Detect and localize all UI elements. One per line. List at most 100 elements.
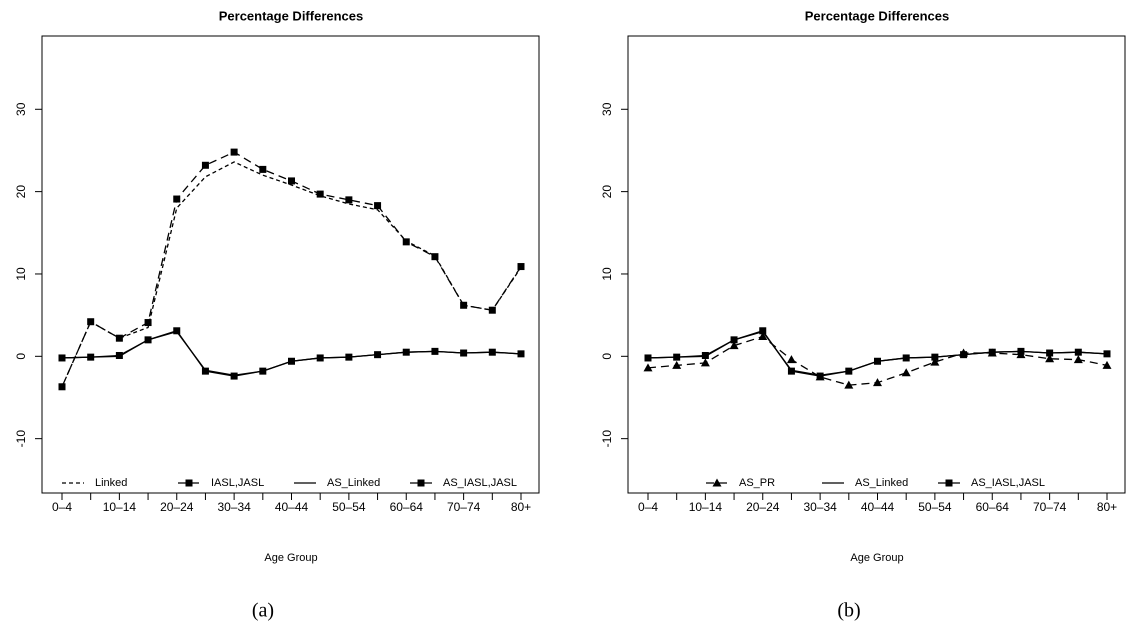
marker xyxy=(931,353,939,361)
marker xyxy=(259,367,267,375)
marker xyxy=(230,372,238,380)
marker xyxy=(1102,360,1112,369)
y-tick-label: 0 xyxy=(600,353,614,360)
chart-panel: Percentage Differences -10 0 10 20 30 0–4 10–14… xyxy=(600,8,1126,622)
marker xyxy=(87,318,95,326)
x-tick-label: 80+ xyxy=(511,500,531,514)
marker xyxy=(417,479,425,487)
x-tick-label: 30–34 xyxy=(217,500,251,514)
marker xyxy=(87,353,95,361)
marker xyxy=(816,372,824,380)
marker xyxy=(345,196,353,204)
legend-label: Linked xyxy=(95,477,127,489)
marker xyxy=(316,190,324,198)
legend-label: AS_IASL,JASL xyxy=(971,477,1045,489)
y-tick-label: -10 xyxy=(14,430,28,448)
marker xyxy=(759,327,767,335)
y-tick-label: 20 xyxy=(600,185,614,199)
marker xyxy=(345,353,353,361)
marker xyxy=(673,353,681,361)
chart-title: Percentage Differences xyxy=(219,8,364,23)
marker xyxy=(58,383,66,391)
marker xyxy=(402,348,410,356)
marker xyxy=(488,306,496,314)
caption: (a) xyxy=(252,600,274,622)
marker xyxy=(460,301,468,309)
marker xyxy=(988,348,996,356)
marker xyxy=(288,177,295,185)
chart-title: Percentage Differences xyxy=(805,8,950,23)
x-tick-label: 70–74 xyxy=(447,500,481,514)
caption: (b) xyxy=(837,600,860,622)
marker xyxy=(374,351,382,359)
marker xyxy=(58,354,66,362)
marker xyxy=(115,351,123,359)
x-tick-label: 40–44 xyxy=(861,500,895,514)
marker xyxy=(173,327,181,335)
marker xyxy=(144,336,152,344)
legend-label: AS_Linked xyxy=(855,477,908,489)
marker xyxy=(230,148,238,156)
marker xyxy=(643,363,653,372)
marker xyxy=(874,357,881,365)
marker xyxy=(488,348,496,356)
marker xyxy=(288,357,295,365)
marker xyxy=(460,349,468,357)
marker xyxy=(1045,354,1055,363)
marker xyxy=(316,354,324,362)
marker xyxy=(960,351,968,359)
marker xyxy=(787,367,795,375)
marker xyxy=(517,263,525,271)
marker xyxy=(786,355,796,364)
plot-frame xyxy=(41,35,540,494)
marker xyxy=(185,479,193,487)
marker xyxy=(201,161,209,169)
marker xyxy=(402,238,410,246)
marker xyxy=(930,357,940,366)
x-tick-label: 70–74 xyxy=(1033,500,1067,514)
legend-label: AS_IASL,JASL xyxy=(443,477,517,489)
marker xyxy=(945,479,953,487)
marker xyxy=(730,336,738,344)
x-tick-label: 10–14 xyxy=(689,500,723,514)
x-tick-label: 50–54 xyxy=(332,500,366,514)
marker xyxy=(901,368,911,377)
marker xyxy=(517,350,525,358)
plot-frame xyxy=(627,35,1126,494)
marker xyxy=(644,354,652,362)
marker xyxy=(259,165,267,173)
marker xyxy=(844,380,854,389)
y-tick-label: -10 xyxy=(600,430,614,448)
x-tick-label: 60–64 xyxy=(390,500,424,514)
marker xyxy=(672,360,682,369)
chart-panel: Percentage Differences -10 0 10 20 30 0–4 10–14… xyxy=(14,8,540,622)
x-tick-label: 30–34 xyxy=(803,500,837,514)
series-line xyxy=(647,330,1108,376)
legend-label: IASL,JASL xyxy=(211,477,264,489)
marker xyxy=(700,358,710,367)
y-tick-label: 30 xyxy=(14,102,28,116)
x-tick-label: 20–24 xyxy=(160,500,194,514)
marker xyxy=(712,478,722,487)
series-line xyxy=(647,330,1108,377)
series-line xyxy=(61,161,522,388)
y-tick-label: 0 xyxy=(14,353,28,360)
y-tick-label: 10 xyxy=(600,267,614,281)
x-axis-label: Age Group xyxy=(850,552,903,564)
x-axis-label: Age Group xyxy=(264,552,317,564)
marker xyxy=(431,253,439,261)
marker xyxy=(1103,350,1111,358)
marker xyxy=(1073,355,1083,364)
marker xyxy=(701,351,709,359)
x-tick-label: 60–64 xyxy=(976,500,1010,514)
marker xyxy=(431,347,439,355)
series-line xyxy=(61,330,522,377)
x-tick-label: 20–24 xyxy=(746,500,780,514)
x-tick-label: 40–44 xyxy=(275,500,309,514)
x-tick-label: 50–54 xyxy=(918,500,952,514)
marker xyxy=(1017,347,1025,355)
x-tick-label: 80+ xyxy=(1097,500,1117,514)
marker xyxy=(201,367,209,375)
marker xyxy=(729,341,739,350)
series-line xyxy=(61,151,522,388)
